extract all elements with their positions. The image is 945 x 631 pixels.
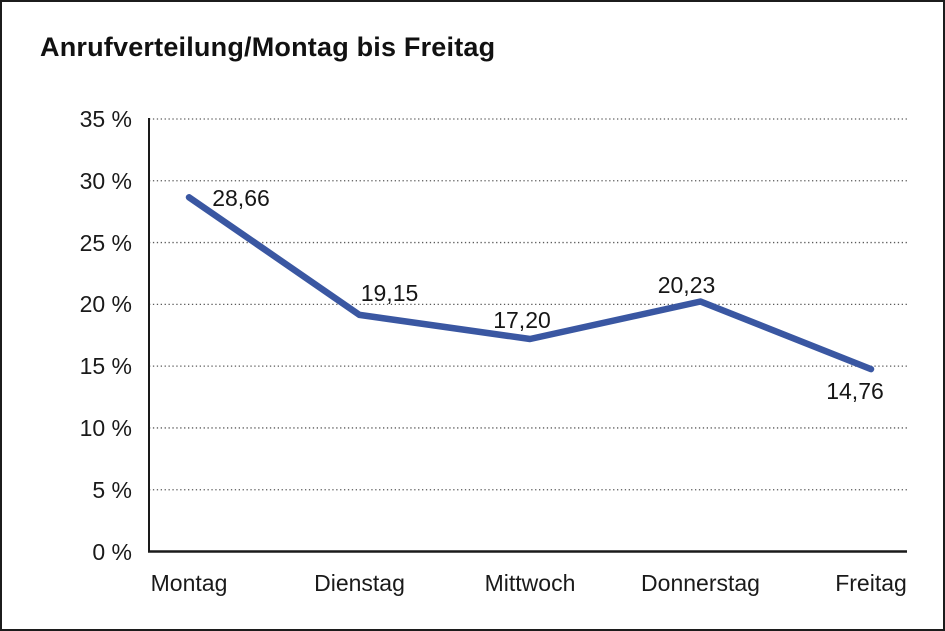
data-point-label: 20,23	[657, 271, 716, 298]
chart-title: Anrufverteilung/Montag bis Freitag	[40, 32, 496, 62]
data-point-label: 19,15	[360, 279, 419, 306]
x-axis-category-label: Donnerstag	[641, 570, 760, 596]
y-axis-tick-label: 5 %	[92, 476, 132, 503]
y-axis-tick-label: 30 %	[79, 167, 132, 194]
x-axis-category-label: Freitag	[835, 570, 907, 596]
data-point-label: 28,66	[212, 185, 270, 212]
y-axis-tick-label: 20 %	[79, 291, 132, 318]
series-line	[185, 194, 875, 373]
y-axis-tick-label: 10 %	[79, 414, 132, 441]
data-point-label: 17,20	[493, 306, 551, 333]
x-axis-category-label: Dienstag	[314, 570, 405, 596]
y-axis-tick-label: 0 %	[92, 538, 132, 565]
y-axis-tick-label: 15 %	[79, 353, 132, 380]
gridlines	[149, 118, 907, 491]
x-axis-category-label: Mittwoch	[484, 570, 576, 596]
y-axis-tick-label: 35 %	[79, 106, 132, 132]
y-axis-tick-label: 25 %	[79, 229, 132, 256]
axes	[148, 118, 907, 553]
x-axis-category-label: Montag	[150, 570, 228, 596]
data-point-label: 14,76	[826, 378, 884, 405]
